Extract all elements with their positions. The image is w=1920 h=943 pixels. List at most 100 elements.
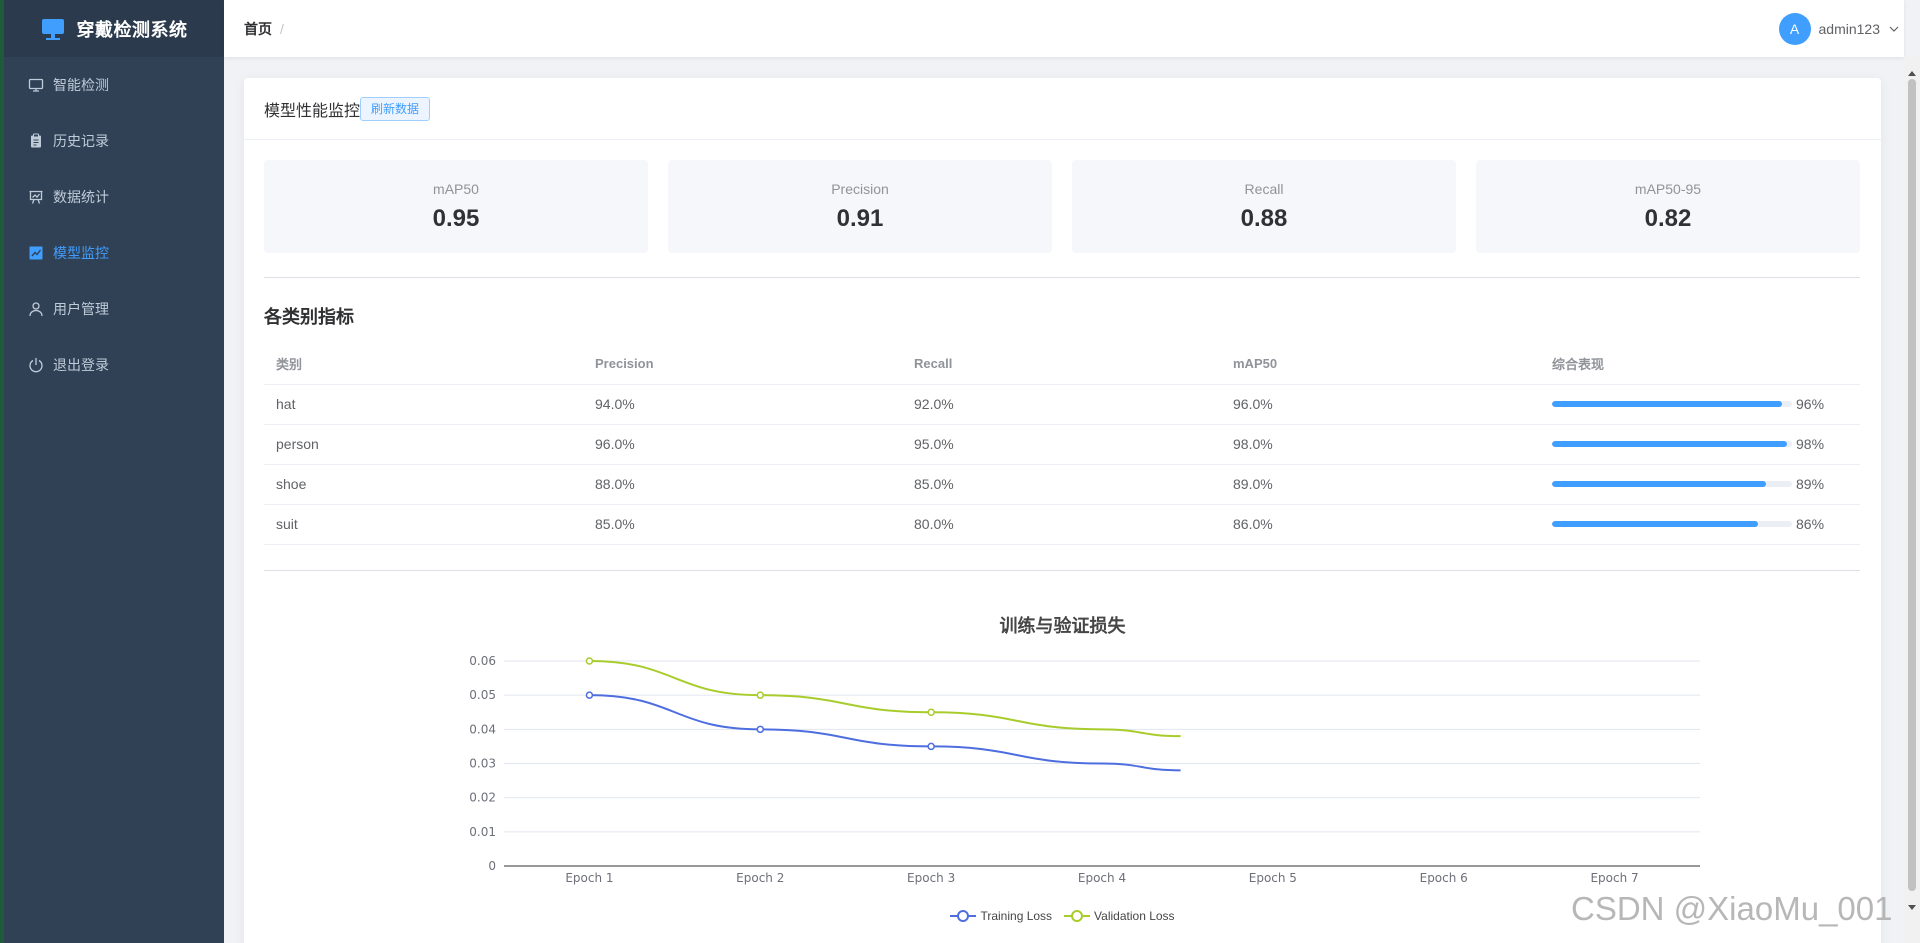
progress-track (1552, 401, 1792, 407)
metric-card-map50-95: mAP50-95 0.82 (1476, 160, 1860, 253)
metric-cards: mAP50 0.95 Precision 0.91 Recall 0.88 mA… (264, 160, 1860, 253)
table-row: person 96.0% 95.0% 98.0% 98% (264, 424, 1860, 465)
cell-recall: 85.0% (902, 464, 1221, 505)
cell-overall: 86% (1540, 504, 1860, 545)
progress-bar: 96% (1552, 396, 1860, 412)
progress-fill (1552, 441, 1788, 447)
scroll-down-arrow-icon[interactable] (1908, 905, 1916, 910)
cell-recall: 80.0% (902, 504, 1221, 545)
progress-fill (1552, 521, 1759, 527)
section-divider (264, 570, 1860, 571)
breadcrumb-home[interactable]: 首页 (244, 20, 272, 37)
presentation-chart-icon (28, 189, 44, 205)
scroll-up-arrow-icon[interactable] (1908, 71, 1916, 76)
x-tick-label: Epoch 1 (565, 871, 613, 885)
monitor-icon (28, 77, 44, 93)
chevron-down-icon[interactable] (1888, 23, 1900, 35)
section-divider (264, 277, 1860, 278)
chart-title: 训练与验证损失 (999, 616, 1126, 636)
data-point (927, 742, 935, 751)
column-header: Precision (583, 344, 902, 385)
breadcrumb: 首页 / (244, 19, 292, 39)
cell-precision: 88.0% (583, 464, 902, 505)
legend-line-marker-icon (1064, 910, 1091, 922)
data-point (585, 691, 594, 699)
cell-map50: 86.0% (1221, 504, 1540, 545)
legend-label: Validation Loss (1094, 909, 1175, 923)
brand-title: 穿戴检测系统 (76, 19, 188, 40)
cell-class: suit (264, 504, 583, 545)
refresh-data-button[interactable]: 刷新数据 (360, 96, 431, 121)
user-dropdown[interactable]: A admin123 (1778, 13, 1901, 45)
y-tick-label: 0.03 (469, 757, 496, 771)
cell-class: person (264, 424, 583, 465)
progress-fill (1552, 401, 1783, 407)
y-tick-label: 0.01 (469, 825, 496, 839)
table-header-row: 类别 Precision Recall mAP50 综合表现 (264, 344, 1860, 385)
username[interactable]: admin123 (1818, 21, 1881, 37)
data-point (927, 708, 935, 716)
metric-value: 0.88 (1240, 204, 1288, 232)
sidebar-item-label: 退出登录 (53, 357, 109, 373)
x-tick-label: Epoch 6 (1420, 871, 1468, 885)
watermark: CSDN @XiaoMu_001 (1571, 890, 1893, 927)
y-tick-label: 0.02 (469, 791, 496, 805)
x-tick-label: Epoch 7 (1590, 871, 1638, 885)
table-row: hat 94.0% 92.0% 96.0% 96% (264, 384, 1860, 425)
metric-label: Recall (1244, 180, 1284, 197)
sidebar-item-detection[interactable]: 智能检测 (4, 57, 224, 113)
y-tick-label: 0.04 (469, 722, 496, 736)
table-row: shoe 88.0% 85.0% 89.0% 89% (264, 464, 1860, 505)
progress-text: 89% (1796, 476, 1825, 492)
cell-overall: 96% (1540, 384, 1860, 425)
page-scrollbar[interactable] (1904, 57, 1920, 943)
progress-track (1552, 521, 1792, 527)
sidebar-item-statistics[interactable]: 数据统计 (4, 169, 224, 225)
cell-precision: 96.0% (583, 424, 902, 465)
metric-card-recall: Recall 0.88 (1072, 160, 1456, 253)
y-tick-label: 0.06 (469, 654, 496, 668)
sidebar-item-users[interactable]: 用户管理 (4, 281, 224, 337)
page-title: 模型性能监控 (264, 102, 361, 120)
cell-overall: 98% (1540, 424, 1860, 465)
sidebar: 穿戴检测系统 智能检测 历史记录 数据统计 模型监控 (0, 0, 224, 943)
sidebar-item-label: 模型监控 (53, 245, 109, 261)
column-header: 综合表现 (1540, 344, 1860, 385)
class-metrics-title: 各类别指标 (264, 307, 354, 327)
avatar[interactable]: A (1778, 13, 1811, 45)
x-tick-label: Epoch 3 (907, 871, 955, 885)
progress-bar: 98% (1552, 436, 1860, 452)
loss-line-chart: 0 0.01 0.02 0.03 0.04 0.05 0.06 Epoch 1 Epoch 2 E… (469, 654, 1700, 885)
metric-value: 0.95 (432, 204, 480, 232)
progress-fill (1552, 481, 1766, 487)
brand: 穿戴检测系统 (4, 0, 224, 57)
x-tick-label: Epoch 4 (1078, 871, 1126, 885)
legend-item-training-loss[interactable]: Training Loss (950, 909, 1052, 923)
cell-class: hat (264, 384, 583, 425)
monitor-logo-icon (41, 17, 65, 41)
series-line (589, 694, 1181, 772)
column-header: mAP50 (1221, 344, 1540, 385)
sidebar-item-logout[interactable]: 退出登录 (4, 337, 224, 393)
progress-bar: 86% (1552, 516, 1860, 532)
cell-map50: 96.0% (1221, 384, 1540, 425)
card-header: 模型性能监控 刷新数据 (244, 78, 1881, 140)
sidebar-item-history[interactable]: 历史记录 (4, 113, 224, 169)
column-header: 类别 (264, 344, 583, 385)
sidebar-item-label: 历史记录 (53, 133, 109, 149)
column-header: Recall (902, 344, 1221, 385)
scroll-thumb[interactable] (1908, 79, 1916, 891)
data-point (756, 725, 765, 734)
metric-value: 0.82 (1644, 204, 1692, 232)
cell-precision: 94.0% (583, 384, 902, 425)
class-metrics-table: 类别 Precision Recall mAP50 综合表现 hat 94.0%… (264, 344, 1860, 545)
progress-text: 86% (1796, 516, 1825, 532)
metric-card-map50: mAP50 0.95 (264, 160, 648, 253)
sidebar-item-model-monitor[interactable]: 模型监控 (4, 225, 224, 281)
metric-value: 0.91 (836, 204, 884, 232)
cell-map50: 98.0% (1221, 424, 1540, 465)
metric-card-precision: Precision 0.91 (668, 160, 1052, 253)
power-icon (28, 357, 44, 373)
legend-item-validation-loss[interactable]: Validation Loss (1064, 909, 1175, 923)
y-tick-label: 0 (488, 859, 496, 873)
